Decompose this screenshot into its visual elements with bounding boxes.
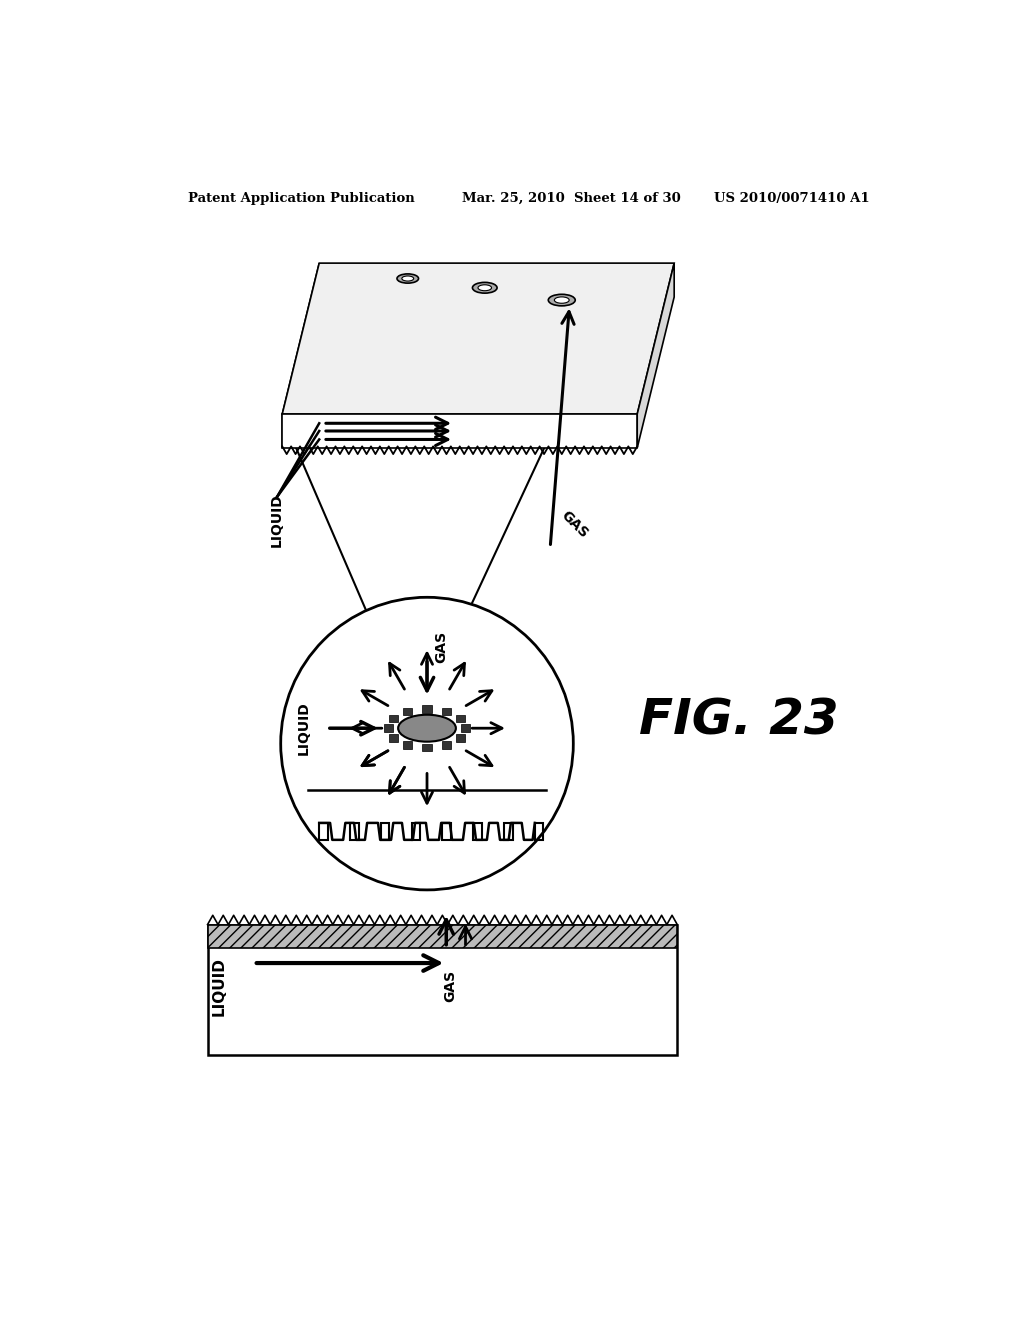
Polygon shape	[283, 263, 674, 414]
Text: US 2010/0071410 A1: US 2010/0071410 A1	[714, 191, 869, 205]
Polygon shape	[403, 708, 413, 715]
Ellipse shape	[472, 282, 497, 293]
Text: LIQUID: LIQUID	[297, 701, 311, 755]
Polygon shape	[389, 714, 398, 722]
Polygon shape	[637, 263, 674, 447]
Polygon shape	[384, 725, 393, 733]
Polygon shape	[461, 725, 470, 733]
Polygon shape	[283, 263, 319, 447]
Ellipse shape	[478, 285, 492, 290]
Text: FIG. 23: FIG. 23	[639, 697, 839, 744]
Polygon shape	[208, 924, 677, 1056]
Text: LIQUID: LIQUID	[270, 494, 284, 548]
Text: Mar. 25, 2010  Sheet 14 of 30: Mar. 25, 2010 Sheet 14 of 30	[462, 191, 680, 205]
Polygon shape	[456, 734, 465, 742]
Text: GAS: GAS	[443, 970, 457, 1002]
Polygon shape	[422, 705, 432, 713]
Ellipse shape	[398, 714, 456, 742]
Polygon shape	[283, 414, 637, 447]
Ellipse shape	[401, 276, 414, 281]
Ellipse shape	[548, 294, 575, 306]
Polygon shape	[456, 714, 465, 722]
Ellipse shape	[554, 297, 569, 304]
Polygon shape	[403, 741, 413, 748]
Polygon shape	[441, 741, 451, 748]
Text: Patent Application Publication: Patent Application Publication	[188, 191, 415, 205]
Circle shape	[281, 598, 573, 890]
Polygon shape	[389, 734, 398, 742]
Polygon shape	[422, 743, 432, 751]
Text: GAS: GAS	[558, 508, 591, 540]
Text: LIQUID: LIQUID	[212, 957, 226, 1015]
Polygon shape	[208, 924, 677, 948]
Text: GAS: GAS	[435, 631, 449, 664]
Polygon shape	[441, 708, 451, 715]
Ellipse shape	[397, 275, 419, 284]
